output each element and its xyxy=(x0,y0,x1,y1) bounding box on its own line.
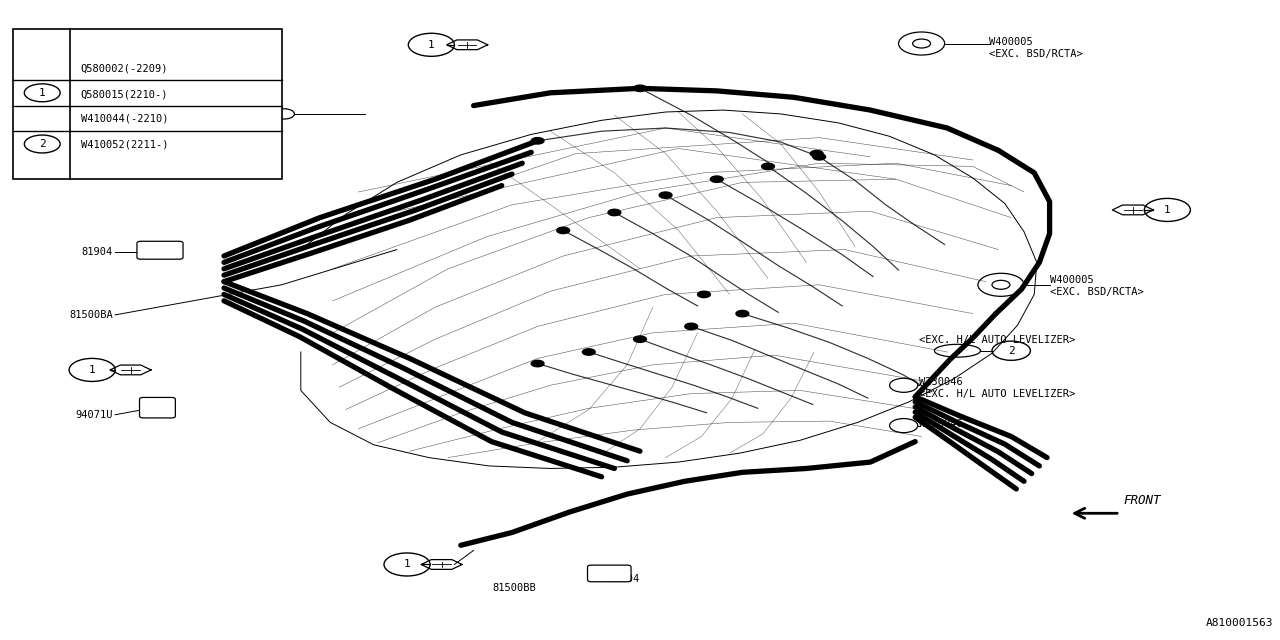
Text: Q580015(2210-): Q580015(2210-) xyxy=(81,89,168,99)
Circle shape xyxy=(531,360,544,367)
Circle shape xyxy=(531,138,544,144)
Circle shape xyxy=(634,85,646,92)
Text: 1: 1 xyxy=(1164,205,1171,215)
Circle shape xyxy=(557,227,570,234)
Text: 81904: 81904 xyxy=(608,574,639,584)
Text: 81904: 81904 xyxy=(82,246,113,257)
Text: <EXC. BSD/RCTA>: <EXC. BSD/RCTA> xyxy=(989,49,1083,59)
Text: W410052(2211-): W410052(2211-) xyxy=(81,139,168,149)
Circle shape xyxy=(634,336,646,342)
Text: W400005: W400005 xyxy=(989,36,1033,47)
FancyBboxPatch shape xyxy=(137,241,183,259)
Text: 94071U: 94071U xyxy=(76,410,113,420)
Circle shape xyxy=(810,150,823,157)
Text: Q580002(-2209): Q580002(-2209) xyxy=(81,63,168,74)
Circle shape xyxy=(698,291,710,298)
FancyBboxPatch shape xyxy=(140,397,175,418)
Text: 1: 1 xyxy=(88,365,96,375)
Text: 1: 1 xyxy=(428,40,435,50)
Text: 2: 2 xyxy=(1007,346,1015,356)
Circle shape xyxy=(608,209,621,216)
Text: W410044(-2210): W410044(-2210) xyxy=(81,113,168,124)
Text: W230046: W230046 xyxy=(919,419,963,429)
Bar xyxy=(13,29,282,179)
Text: W230046: W230046 xyxy=(232,109,275,119)
Text: FRONT: FRONT xyxy=(1124,494,1161,507)
Circle shape xyxy=(582,349,595,355)
Text: <EXC. SMAT>: <EXC. SMAT> xyxy=(206,121,275,131)
Text: 1: 1 xyxy=(403,559,411,570)
Text: <EXC. H/L AUTO LEVELIZER>: <EXC. H/L AUTO LEVELIZER> xyxy=(919,389,1075,399)
Text: W230046: W230046 xyxy=(919,377,963,387)
Text: A810001563: A810001563 xyxy=(1206,618,1274,628)
Circle shape xyxy=(813,154,826,160)
Text: <EXC. H/L AUTO LEVELIZER>: <EXC. H/L AUTO LEVELIZER> xyxy=(919,335,1075,346)
Circle shape xyxy=(685,323,698,330)
Text: 2: 2 xyxy=(38,139,46,149)
FancyBboxPatch shape xyxy=(588,565,631,582)
Text: <EXC. BSD/RCTA>: <EXC. BSD/RCTA> xyxy=(1050,287,1143,297)
Text: 81500BB: 81500BB xyxy=(493,582,536,593)
Text: 1: 1 xyxy=(38,88,46,98)
Circle shape xyxy=(659,192,672,198)
Circle shape xyxy=(710,176,723,182)
Circle shape xyxy=(762,163,774,170)
Text: 81500BA: 81500BA xyxy=(69,310,113,320)
Text: W400005: W400005 xyxy=(1050,275,1093,285)
Circle shape xyxy=(736,310,749,317)
